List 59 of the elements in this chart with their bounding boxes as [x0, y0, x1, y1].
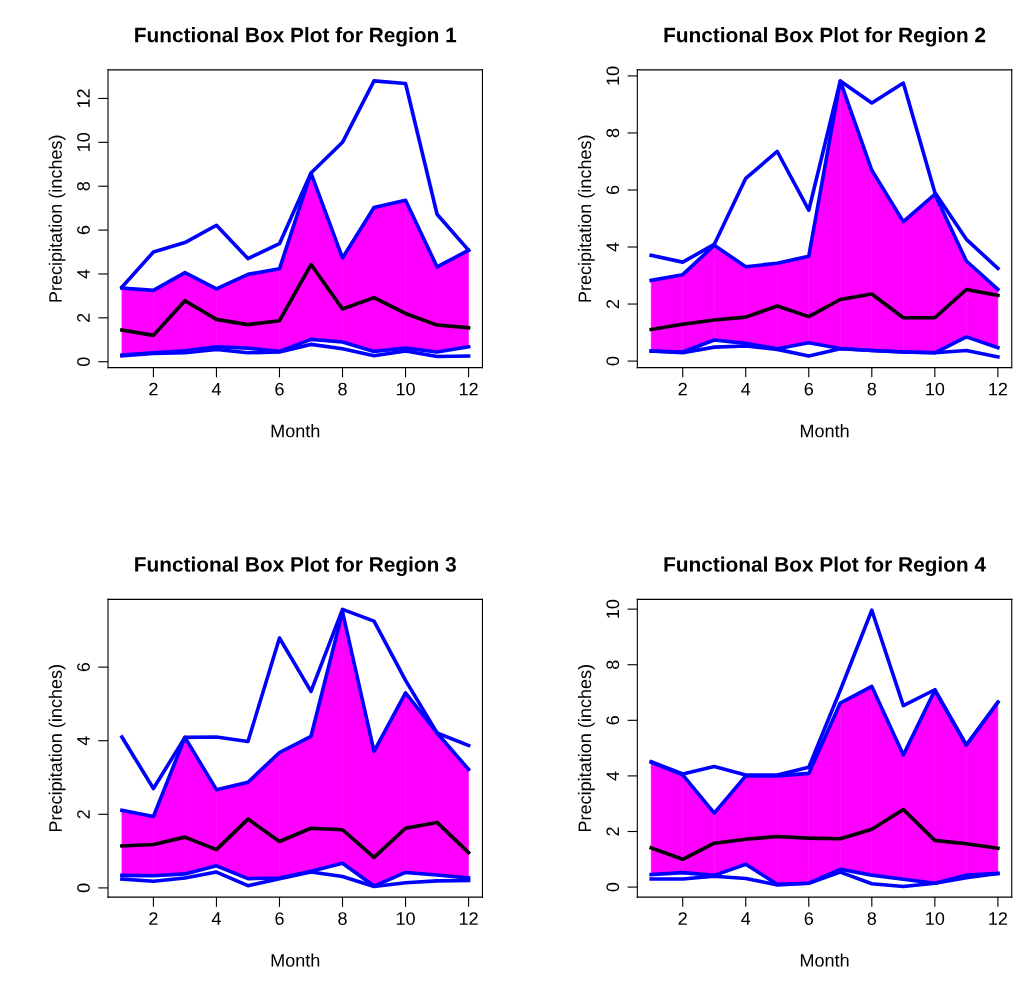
x-tick-label: 4: [741, 912, 751, 925]
y-axis-title: Precipitation (inches): [577, 135, 595, 302]
y-tick-label: 2: [606, 827, 619, 836]
x-tick-label: 10: [926, 382, 945, 396]
y-tick-label: 0: [606, 356, 620, 366]
x-tick-label: 8: [867, 382, 877, 396]
y-tick-label: 12: [77, 89, 90, 108]
y-tick-label: 10: [606, 599, 620, 618]
x-axis-title: Month: [271, 953, 320, 967]
x-tick-label: 10: [396, 382, 415, 396]
y-tick-label: 8: [77, 181, 90, 191]
x-tick-label: 10: [926, 912, 945, 925]
chart-title: Functional Box Plot for Region 2: [664, 27, 986, 47]
x-axis-title: Month: [800, 424, 849, 438]
x-tick-label: 2: [149, 382, 158, 396]
chart-title: Functional Box Plot for Region 3: [135, 556, 456, 577]
y-axis-title: Precipitation (inches): [48, 135, 66, 302]
y-tick-label: 10: [77, 132, 90, 151]
y-tick-label: 6: [606, 716, 620, 725]
x-tick-label: 6: [275, 382, 284, 396]
x-tick-label: 12: [989, 382, 1008, 396]
y-tick-label: 10: [606, 66, 620, 85]
x-tick-label: 6: [804, 382, 814, 396]
x-tick-label: 2: [149, 912, 158, 925]
y-tick-label: 6: [77, 662, 90, 672]
x-tick-label: 6: [804, 912, 814, 925]
y-tick-label: 2: [77, 810, 90, 819]
y-tick-label: 4: [77, 736, 90, 746]
x-tick-label: 4: [741, 382, 751, 396]
x-tick-label: 4: [211, 382, 221, 396]
y-tick-label: 2: [606, 299, 619, 309]
x-tick-label: 6: [275, 912, 284, 925]
x-tick-label: 12: [459, 382, 478, 396]
x-tick-label: 4: [211, 912, 221, 925]
y-tick-label: 0: [606, 882, 620, 892]
x-axis-title: Month: [800, 953, 849, 967]
x-axis-title: Month: [271, 424, 320, 438]
y-tick-label: 0: [77, 357, 90, 367]
y-tick-label: 6: [77, 225, 90, 235]
chart-title: Functional Box Plot for Region 4: [664, 556, 986, 577]
chart-title: Functional Box Plot for Region 1: [135, 27, 457, 47]
y-tick-label: 6: [606, 185, 620, 195]
y-axis-title: Precipitation (inches): [48, 665, 66, 832]
x-tick-label: 8: [338, 382, 347, 396]
x-tick-label: 12: [989, 912, 1008, 925]
x-tick-label: 2: [678, 912, 687, 925]
y-tick-label: 2: [77, 313, 90, 322]
y-axis-title: Precipitation (inches): [577, 665, 595, 832]
x-tick-label: 2: [678, 382, 687, 396]
x-tick-label: 12: [459, 912, 478, 925]
x-tick-label: 8: [867, 912, 877, 925]
y-tick-label: 4: [606, 242, 619, 252]
y-tick-label: 8: [606, 128, 620, 138]
y-tick-label: 4: [606, 771, 619, 781]
x-tick-label: 8: [338, 912, 347, 925]
x-tick-label: 10: [396, 912, 415, 925]
y-tick-label: 8: [606, 660, 620, 669]
y-tick-label: 4: [77, 269, 90, 279]
y-tick-label: 0: [77, 883, 90, 893]
